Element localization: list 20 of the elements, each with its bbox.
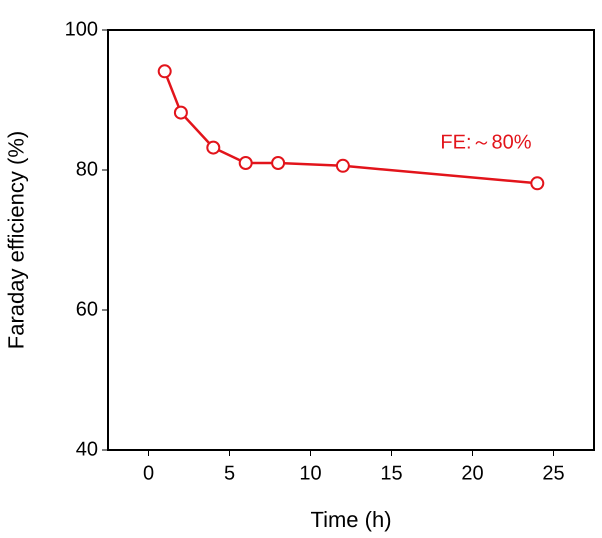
point [206, 140, 220, 155]
x-tick-label: 15 [380, 462, 403, 485]
x-tick-label: 0 [142, 462, 154, 485]
y-tick-label: 60 [76, 298, 98, 321]
x-tick-label: 20 [461, 462, 484, 485]
annotation: FE:～80% [440, 132, 532, 154]
x-tick-label: 5 [224, 462, 236, 485]
y-axis-title: Faraday efficiency (%) [3, 130, 28, 350]
point [271, 156, 286, 170]
x-tick-label: 10 [299, 462, 322, 485]
point [530, 176, 544, 190]
y-tick-label: 40 [76, 438, 98, 461]
x-tick-label: 25 [542, 462, 565, 485]
point [336, 158, 350, 173]
y-tick-label: 80 [76, 158, 98, 181]
point [174, 106, 188, 120]
x-axis-title: Time (h) [310, 506, 392, 532]
point [158, 64, 172, 78]
point [238, 156, 253, 170]
y-tick-label: 100 [64, 18, 98, 41]
